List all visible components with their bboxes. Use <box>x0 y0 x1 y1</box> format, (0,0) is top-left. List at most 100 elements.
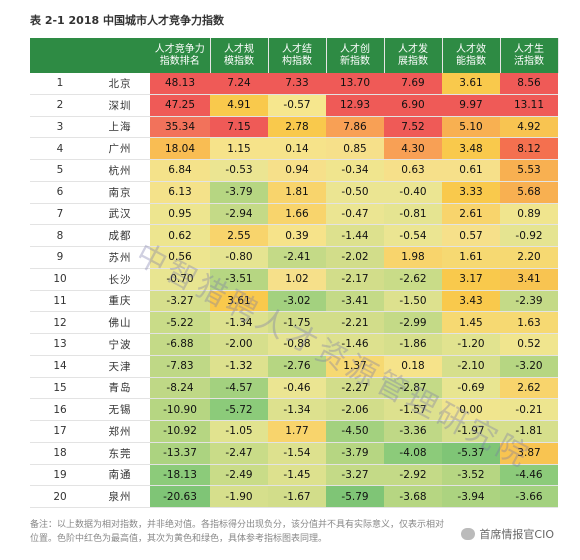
index-value-cell: 1.02 <box>268 268 326 291</box>
index-value-cell: 4.92 <box>500 116 558 139</box>
rank-cell: 15 <box>30 377 90 400</box>
city-cell: 苏州 <box>90 246 150 269</box>
index-value-cell: -2.17 <box>326 268 384 291</box>
index-value-cell: 1.66 <box>268 203 326 226</box>
index-value-cell: -3.66 <box>500 485 558 508</box>
index-value-cell: -2.10 <box>442 355 500 378</box>
index-value-cell: 0.62 <box>150 224 210 247</box>
index-value-cell: -0.81 <box>384 203 442 226</box>
index-value-cell: 5.68 <box>500 181 558 204</box>
index-value-cell: 2.55 <box>210 224 268 247</box>
index-value-cell: 1.15 <box>210 137 268 160</box>
city-cell: 长沙 <box>90 268 150 291</box>
index-value-cell: -3.27 <box>326 464 384 487</box>
table-row: 7 武汉 0.95 -2.94 1.66 -0.47 -0.81 2.61 0.89 <box>30 203 558 226</box>
index-value-cell: -0.88 <box>268 333 326 356</box>
wechat-icon <box>461 528 476 540</box>
index-value-cell: -0.40 <box>384 181 442 204</box>
index-value-cell: 7.33 <box>268 73 326 95</box>
rank-cell: 18 <box>30 442 90 465</box>
city-cell: 成都 <box>90 224 150 247</box>
index-value-cell: 3.61 <box>442 73 500 95</box>
index-value-cell: 4.30 <box>384 137 442 160</box>
column-header: 人才创 新指数 <box>326 38 385 73</box>
rank-cell: 6 <box>30 181 90 204</box>
index-value-cell: -0.47 <box>326 203 384 226</box>
index-value-cell: -2.06 <box>326 398 384 421</box>
index-value-cell: -3.27 <box>150 290 210 313</box>
index-value-cell: -1.86 <box>384 333 442 356</box>
index-value-cell: 7.86 <box>326 116 384 139</box>
column-header <box>90 38 150 73</box>
index-value-cell: -0.57 <box>268 94 326 117</box>
table-row: 15 青岛 -8.24 -4.57 -0.46 -2.27 -2.87 -0.69 2.62 <box>30 377 558 400</box>
index-value-cell: -5.72 <box>210 398 268 421</box>
index-value-cell: -4.08 <box>384 442 442 465</box>
index-value-cell: 1.81 <box>268 181 326 204</box>
column-header: 人才生 活指数 <box>500 38 559 73</box>
index-value-cell: -0.53 <box>210 159 268 182</box>
index-value-cell: -0.21 <box>500 398 558 421</box>
index-value-cell: 0.61 <box>442 159 500 182</box>
city-cell: 天津 <box>90 355 150 378</box>
index-value-cell: 0.94 <box>268 159 326 182</box>
index-value-cell: -0.92 <box>500 224 558 247</box>
index-value-cell: 48.13 <box>150 73 210 95</box>
index-value-cell: 6.13 <box>150 181 210 204</box>
table-row: 16 无锡 -10.90 -5.72 -1.34 -2.06 -1.57 0.00 -0.21 <box>30 398 558 421</box>
table-row: 13 宁波 -6.88 -2.00 -0.88 -1.46 -1.86 -1.20 0.52 <box>30 333 558 356</box>
table-row: 20 泉州 -20.63 -1.90 -1.67 -5.79 -3.68 -3.94 -3.66 <box>30 485 558 508</box>
city-cell: 上海 <box>90 116 150 139</box>
index-value-cell: -0.50 <box>326 181 384 204</box>
index-value-cell: 7.24 <box>210 73 268 95</box>
index-value-cell: -5.37 <box>442 442 500 465</box>
rank-cell: 4 <box>30 137 90 160</box>
table-row: 14 天津 -7.83 -1.32 -2.76 1.37 0.18 -2.10 -3.20 <box>30 355 558 378</box>
table-row: 4 广州 18.04 1.15 0.14 0.85 4.30 3.48 8.12 <box>30 137 558 160</box>
table-row: 19 南通 -18.13 -2.49 -1.45 -3.27 -2.92 -3.52 -4.46 <box>30 464 558 487</box>
index-value-cell: -1.05 <box>210 420 268 443</box>
index-value-cell: -5.22 <box>150 311 210 334</box>
index-value-cell: -1.45 <box>268 464 326 487</box>
index-value-cell: -1.57 <box>384 398 442 421</box>
index-value-cell: -4.57 <box>210 377 268 400</box>
rank-cell: 13 <box>30 333 90 356</box>
index-value-cell: 0.57 <box>442 224 500 247</box>
table-row: 12 佛山 -5.22 -1.34 -1.75 -2.21 -2.99 1.45 1.63 <box>30 311 558 334</box>
index-value-cell: 0.95 <box>150 203 210 226</box>
index-value-cell: -3.02 <box>268 290 326 313</box>
rank-cell: 9 <box>30 246 90 269</box>
rank-cell: 5 <box>30 159 90 182</box>
table-row: 5 杭州 6.84 -0.53 0.94 -0.34 0.63 0.61 5.53 <box>30 159 558 182</box>
index-value-cell: -3.68 <box>384 485 442 508</box>
rank-cell: 7 <box>30 203 90 226</box>
index-value-cell: 3.33 <box>442 181 500 204</box>
index-value-cell: -8.24 <box>150 377 210 400</box>
index-value-cell: 0.52 <box>500 333 558 356</box>
index-value-cell: 3.41 <box>500 268 558 291</box>
index-value-cell: 2.61 <box>442 203 500 226</box>
index-value-cell: -4.50 <box>326 420 384 443</box>
index-value-cell: -0.46 <box>268 377 326 400</box>
index-value-cell: -0.70 <box>150 268 210 291</box>
index-value-cell: -1.75 <box>268 311 326 334</box>
city-cell: 东莞 <box>90 442 150 465</box>
index-value-cell: 6.84 <box>150 159 210 182</box>
index-value-cell: 0.14 <box>268 137 326 160</box>
table-row: 18 东莞 -13.37 -2.47 -1.54 -3.79 -4.08 -5.37 3.87 <box>30 442 558 465</box>
city-cell: 南京 <box>90 181 150 204</box>
index-value-cell: -7.83 <box>150 355 210 378</box>
index-value-cell: -6.88 <box>150 333 210 356</box>
index-value-cell: -1.97 <box>442 420 500 443</box>
table-row: 2 深圳 47.25 4.91 -0.57 12.93 6.90 9.97 13.11 <box>30 94 558 117</box>
index-value-cell: 7.15 <box>210 116 268 139</box>
index-value-cell: -13.37 <box>150 442 210 465</box>
index-value-cell: 0.39 <box>268 224 326 247</box>
city-cell: 南通 <box>90 464 150 487</box>
index-value-cell: 1.77 <box>268 420 326 443</box>
rank-cell: 17 <box>30 420 90 443</box>
rank-cell: 19 <box>30 464 90 487</box>
index-value-cell: 35.34 <box>150 116 210 139</box>
footnote: 备注：以上数据为相对指数，并非绝对值。各指标得分出现负分，该分值并不具有实际意义… <box>30 520 445 544</box>
column-header: 人才发 展指数 <box>384 38 443 73</box>
